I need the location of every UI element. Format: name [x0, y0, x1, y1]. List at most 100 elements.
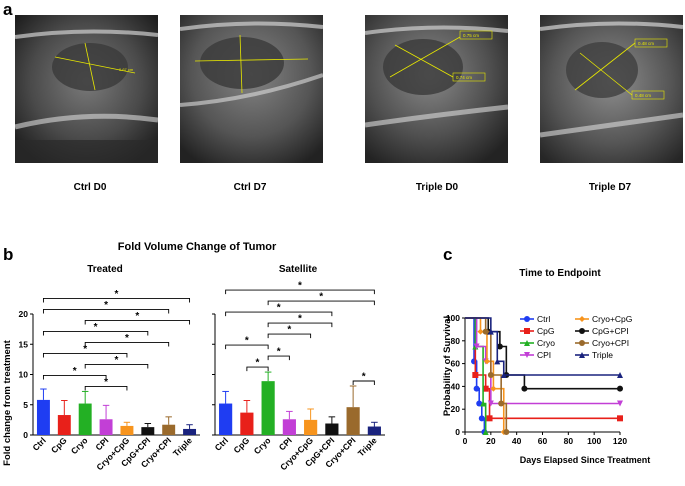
bar-cpi: [282, 419, 296, 435]
significance-bracket: [42, 297, 191, 303]
bar-cpg: [240, 412, 254, 435]
category-label: CPI: [277, 435, 294, 452]
bar-cryo: [261, 381, 275, 435]
series-marker: [480, 400, 487, 407]
series-marker: [524, 316, 530, 322]
series-marker: [476, 400, 483, 407]
series-marker: [617, 372, 623, 378]
series-marker: [524, 328, 530, 334]
measure-label: 0.48 cm: [638, 41, 654, 46]
significance-star: *: [277, 303, 281, 314]
significance-star: *: [83, 344, 87, 355]
y-tick-label: 15: [19, 339, 29, 349]
y-axis-label: Probability of Survival: [442, 316, 453, 416]
series-marker: [579, 328, 585, 334]
series-marker: [490, 385, 497, 392]
y-tick-label: 60: [451, 359, 461, 369]
legend-label: Cryo+CPI: [592, 338, 629, 348]
category-label: Triple: [171, 435, 194, 458]
series-marker: [617, 385, 623, 392]
significance-star: *: [115, 355, 119, 366]
series-marker: [617, 415, 623, 422]
bar-cryo-cpg: [304, 419, 318, 435]
significance-star: *: [256, 358, 260, 369]
category-label: Triple: [356, 435, 379, 458]
significance-bracket: [267, 300, 375, 306]
bar-cpg: [57, 415, 71, 435]
y-tick-label: 0: [455, 427, 460, 437]
series-marker: [471, 358, 478, 365]
subtitle-treated: Treated: [87, 264, 123, 275]
measure-label: 0.75 cm: [463, 33, 479, 38]
survival-line-cpi: [465, 317, 620, 405]
significance-bracket: [267, 355, 290, 361]
legend-label: Cryo+CpG: [592, 314, 632, 324]
series-marker: [503, 429, 510, 435]
series-marker: [494, 358, 501, 365]
x-tick-label: 0: [463, 436, 468, 446]
y-tick-label: 80: [451, 336, 461, 346]
significance-bracket: [352, 380, 375, 385]
y-tick-label: 20: [451, 404, 461, 414]
x-axis-label: Days Elapsed Since Treatment: [520, 455, 651, 465]
caption-triple-d0: Triple D0: [415, 182, 459, 193]
series-marker: [524, 352, 530, 358]
category-label: Cryo: [69, 435, 90, 456]
legend-label: Triple: [592, 350, 613, 360]
series-marker: [478, 415, 485, 422]
category-label: Ctrl: [213, 435, 230, 452]
legend-label: CpG: [537, 326, 554, 336]
series-marker: [521, 385, 528, 392]
series-marker: [498, 400, 505, 407]
series-marker: [487, 372, 494, 378]
bar-chart-fold-volume: Fold Volume Change of Tumor Treated Sate…: [2, 241, 385, 472]
series-marker: [483, 358, 490, 365]
category-label: CpG: [232, 435, 252, 455]
measure-label: 0.67 cm: [119, 67, 134, 72]
significance-star: *: [104, 377, 108, 388]
series-marker: [477, 328, 484, 335]
significance-star: *: [245, 336, 249, 347]
series-marker: [500, 372, 507, 378]
series-marker: [579, 340, 585, 346]
series-marker: [617, 400, 623, 407]
significance-bracket: [84, 341, 170, 347]
x-tick-label: 120: [613, 436, 627, 446]
series-marker: [486, 415, 493, 422]
significance-star: *: [115, 289, 119, 300]
x-tick-label: 80: [564, 436, 574, 446]
y-axis-label: Fold change from treatment: [2, 339, 13, 465]
legend-label: CpG+CPI: [592, 326, 629, 336]
survival-line-cpg-cpi: [465, 317, 620, 390]
measure-label: 0.48 cm: [635, 93, 651, 98]
significance-bracket: [84, 363, 149, 369]
significance-bracket: [42, 352, 128, 358]
ultrasound-image-triple-d0: 0.75 cm 0.74 cm: [365, 15, 508, 163]
x-tick-label: 20: [486, 436, 496, 446]
significance-bracket: [42, 330, 149, 336]
significance-star: *: [73, 366, 77, 377]
significance-bracket: [267, 333, 312, 339]
significance-star: *: [94, 322, 98, 333]
significance-bracket: [84, 319, 191, 325]
significance-star: *: [287, 325, 291, 336]
chart-title: Fold Volume Change of Tumor: [118, 241, 277, 253]
significance-bracket: [225, 289, 375, 295]
y-tick-label: 20: [19, 309, 29, 319]
y-tick-label: 10: [19, 370, 29, 380]
bar-ctrl: [36, 399, 50, 435]
series-marker: [482, 328, 489, 335]
survival-chart: Time to Endpoint Probability of Survival…: [442, 268, 651, 465]
series-marker: [472, 372, 479, 378]
significance-bracket: [225, 311, 333, 317]
subtitle-satellite: Satellite: [279, 264, 318, 275]
significance-star: *: [362, 371, 366, 382]
caption-ctrl-d0: Ctrl D0: [73, 182, 107, 193]
significance-star: *: [104, 300, 108, 311]
legend-label: CPI: [537, 350, 551, 360]
series-marker: [473, 385, 480, 392]
series-marker: [496, 343, 503, 350]
significance-star: *: [277, 347, 281, 358]
bar-cpg-cpi: [141, 427, 155, 435]
significance-star: *: [319, 292, 323, 303]
